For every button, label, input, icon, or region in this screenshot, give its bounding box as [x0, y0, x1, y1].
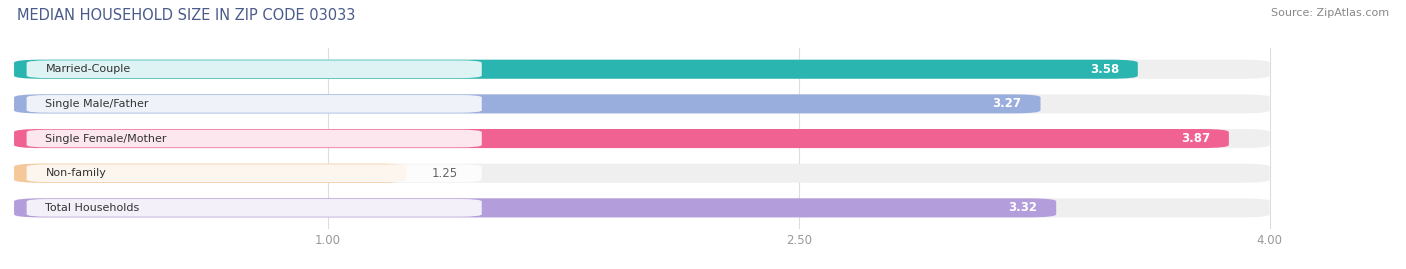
FancyBboxPatch shape — [14, 164, 1270, 183]
FancyBboxPatch shape — [14, 94, 1040, 114]
FancyBboxPatch shape — [14, 198, 1270, 217]
FancyBboxPatch shape — [27, 130, 482, 147]
Text: Married-Couple: Married-Couple — [45, 64, 131, 74]
FancyBboxPatch shape — [14, 94, 1270, 114]
Text: 3.27: 3.27 — [993, 97, 1022, 110]
Text: Source: ZipAtlas.com: Source: ZipAtlas.com — [1271, 8, 1389, 18]
Text: 3.58: 3.58 — [1090, 63, 1119, 76]
FancyBboxPatch shape — [14, 198, 1056, 217]
Text: 1.25: 1.25 — [432, 167, 458, 180]
Text: Total Households: Total Households — [45, 203, 139, 213]
FancyBboxPatch shape — [14, 60, 1137, 79]
Text: 3.87: 3.87 — [1181, 132, 1211, 145]
Text: Single Female/Mother: Single Female/Mother — [45, 133, 167, 144]
Text: Non-family: Non-family — [45, 168, 107, 178]
FancyBboxPatch shape — [27, 199, 482, 217]
FancyBboxPatch shape — [27, 95, 482, 113]
FancyBboxPatch shape — [14, 60, 1270, 79]
FancyBboxPatch shape — [14, 164, 406, 183]
FancyBboxPatch shape — [27, 164, 482, 182]
Text: Single Male/Father: Single Male/Father — [45, 99, 149, 109]
FancyBboxPatch shape — [27, 60, 482, 78]
FancyBboxPatch shape — [14, 129, 1270, 148]
Text: 3.32: 3.32 — [1008, 201, 1038, 214]
FancyBboxPatch shape — [14, 129, 1229, 148]
Text: MEDIAN HOUSEHOLD SIZE IN ZIP CODE 03033: MEDIAN HOUSEHOLD SIZE IN ZIP CODE 03033 — [17, 8, 356, 23]
